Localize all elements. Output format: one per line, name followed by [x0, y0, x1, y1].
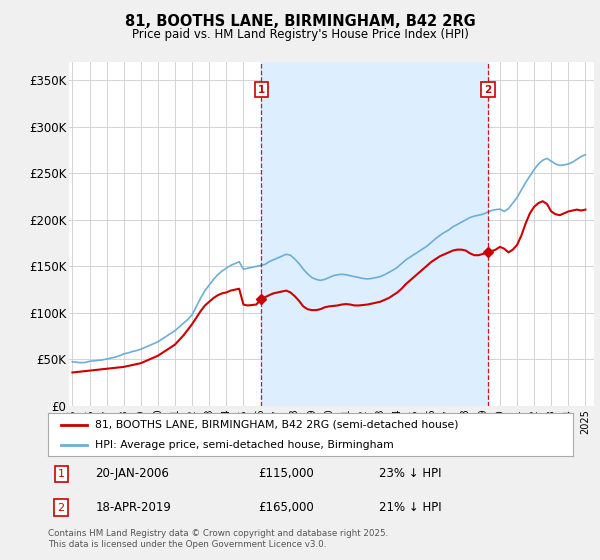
Text: 23% ↓ HPI: 23% ↓ HPI: [379, 468, 441, 480]
Text: Price paid vs. HM Land Registry's House Price Index (HPI): Price paid vs. HM Land Registry's House …: [131, 28, 469, 41]
Text: 2: 2: [58, 502, 65, 512]
Text: Contains HM Land Registry data © Crown copyright and database right 2025.
This d: Contains HM Land Registry data © Crown c…: [48, 529, 388, 549]
Text: 20-JAN-2006: 20-JAN-2006: [95, 468, 169, 480]
Text: 21% ↓ HPI: 21% ↓ HPI: [379, 501, 442, 514]
Bar: [262, 62, 488, 406]
Text: 18-APR-2019: 18-APR-2019: [95, 501, 171, 514]
Text: 2: 2: [484, 85, 491, 95]
Text: 1: 1: [258, 85, 265, 95]
Text: 1: 1: [58, 469, 65, 479]
Text: HPI: Average price, semi-detached house, Birmingham: HPI: Average price, semi-detached house,…: [95, 440, 394, 450]
Text: £165,000: £165,000: [258, 501, 314, 514]
Text: £115,000: £115,000: [258, 468, 314, 480]
Text: 81, BOOTHS LANE, BIRMINGHAM, B42 2RG (semi-detached house): 81, BOOTHS LANE, BIRMINGHAM, B42 2RG (se…: [95, 419, 459, 430]
Text: 81, BOOTHS LANE, BIRMINGHAM, B42 2RG: 81, BOOTHS LANE, BIRMINGHAM, B42 2RG: [125, 14, 475, 29]
